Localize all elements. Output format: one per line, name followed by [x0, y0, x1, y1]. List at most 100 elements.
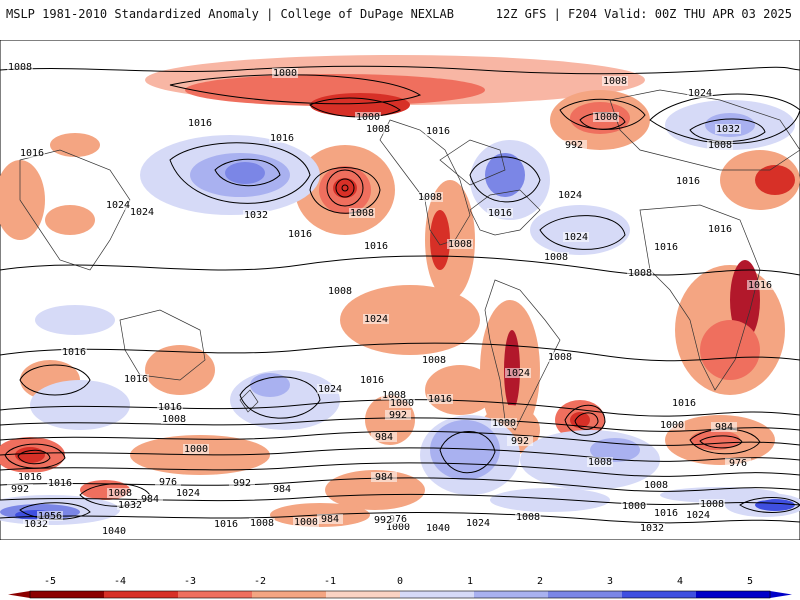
colorbar-segment — [252, 591, 327, 598]
isobar-label-bg — [183, 444, 209, 454]
colorbar-tick-label: -1 — [324, 576, 336, 587]
isobar-label-bg — [317, 384, 343, 394]
colorbar-segment — [696, 591, 771, 598]
isobar-label-bg — [487, 208, 513, 218]
isobar-label-bg — [563, 232, 589, 242]
isobar-label: 1008 — [448, 239, 472, 250]
isobar-label: 1008 — [422, 355, 446, 366]
isobar-label-bg — [363, 241, 389, 251]
isobar-label: 992 — [511, 436, 529, 447]
isobar-label-bg — [711, 422, 737, 432]
isobar-label-bg — [385, 522, 411, 532]
isobar-label: 1008 — [162, 414, 186, 425]
colorbar-tick-label: -2 — [254, 576, 266, 587]
isobar-label: 1016 — [748, 280, 772, 291]
isobar-label: 1008 — [418, 192, 442, 203]
anomaly-map: 1008 1000 1008 1000 1008 1016 1024 1000 992 1032 1… — [0, 40, 800, 540]
isobar-label-bg — [19, 148, 45, 158]
colorbar-segment — [548, 591, 623, 598]
colorbar: -5 -4 -3 -2 -1 0 1 2 3 4 5 — [8, 576, 792, 599]
colorbar-tick-label: 4 — [677, 576, 683, 587]
isobar-label: 1016 — [676, 176, 700, 187]
isobar-label-bg — [287, 229, 313, 239]
isobar-label-bg — [327, 286, 353, 296]
isobar-label: 1016 — [488, 208, 512, 219]
isobar-label: 984 — [321, 514, 339, 525]
isobar-label: 1024 — [466, 518, 490, 529]
isobar-label: 1008 — [8, 62, 32, 73]
isobar-label: 1016 — [214, 519, 238, 530]
colorbar-segment — [104, 591, 179, 598]
isobar-label-bg — [671, 398, 697, 408]
isobar-label-bg — [293, 517, 319, 527]
isobar-label: 984 — [375, 472, 393, 483]
isobar-label-bg — [381, 390, 407, 400]
isobar-label: 1016 — [270, 133, 294, 144]
isobar-label-bg — [421, 355, 447, 365]
map-title: MSLP 1981-2010 Standardized Anomaly | Co… — [6, 7, 454, 21]
isobar-label-bg — [269, 484, 295, 494]
isobar-label-bg — [272, 68, 298, 78]
isobar-label: 1000 — [390, 398, 414, 409]
isobar-label-bg — [687, 88, 713, 98]
isobar-label-bg — [465, 518, 491, 528]
colorbar-tick-label: -4 — [114, 576, 126, 587]
isobar-label: 992 — [565, 140, 583, 151]
colorbar-segment — [178, 591, 253, 598]
isobar-label: 1000 — [294, 517, 318, 528]
isobar-label: 1016 — [124, 374, 148, 385]
isobar-label-bg — [505, 368, 531, 378]
isobar-label-bg — [561, 140, 587, 150]
isobar-label-bg — [593, 112, 619, 122]
isobar-label-bg — [365, 124, 391, 134]
isobar-label-bg — [659, 420, 685, 430]
isobar-label-bg — [515, 512, 541, 522]
model-valid-time: 12Z GFS | F204 Valid: 00Z THU APR 03 202… — [495, 7, 792, 21]
isobar-label-bg — [389, 398, 415, 408]
isobar-label-bg — [447, 239, 473, 249]
isobar-label: 1000 — [273, 68, 297, 79]
isobar-label: 1016 — [288, 229, 312, 240]
isobar-label: 1016 — [428, 394, 452, 405]
isobar-label-bg — [269, 133, 295, 143]
colorbar-tick-label: 2 — [537, 576, 543, 587]
isobar-label-bg — [427, 394, 453, 404]
isobar-label-bg — [129, 207, 155, 217]
isobar-label: 1024 — [506, 368, 530, 379]
isobar-label: 1000 — [622, 501, 646, 512]
isobar-label-bg — [349, 208, 375, 218]
isobar-label: 1024 — [364, 314, 388, 325]
isobar-label: 1000 — [660, 420, 684, 431]
colorbar-tick-label: -5 — [44, 576, 56, 587]
isobar-label: 1056 — [38, 511, 62, 522]
isobar-label-bg — [123, 374, 149, 384]
isobar-label-bg — [425, 523, 451, 533]
isobar-label: 992 — [233, 478, 251, 489]
colorbar-ramp — [8, 590, 792, 599]
isobar-labels: 1008 1000 1008 1000 1008 1016 1024 1000 992 1032 1… — [7, 62, 773, 537]
isobar-label-bg — [249, 518, 275, 528]
colorbar-tick-label: 1 — [467, 576, 473, 587]
isobar-label: 1008 — [628, 268, 652, 279]
isobar-label: 976 — [389, 514, 407, 525]
isobar-label: 1008 — [250, 518, 274, 529]
isobar-label-bg — [371, 432, 397, 442]
isobar-label: 1016 — [426, 126, 450, 137]
isobar-label-bg — [385, 410, 411, 420]
isobar-label-bg — [175, 488, 201, 498]
isobar-label: 1032 — [244, 210, 268, 221]
isobar-label-bg — [359, 375, 385, 385]
isobar-label: 1008 — [108, 488, 132, 499]
isobar-label: 976 — [159, 477, 177, 488]
isobar-label: 1040 — [102, 526, 126, 537]
isobar-label: 1032 — [640, 523, 664, 534]
isobar-label-bg — [161, 414, 187, 424]
isobar-label: 1008 — [700, 499, 724, 510]
isobar-label-bg — [370, 515, 396, 525]
isobar-label: 1016 — [360, 375, 384, 386]
isobar-label-bg — [725, 458, 751, 468]
colorbar-max-arrow — [770, 591, 792, 598]
isobar-label-bg — [157, 402, 183, 412]
isobar-label-bg — [685, 510, 711, 520]
isobar-label-bg — [643, 480, 669, 490]
